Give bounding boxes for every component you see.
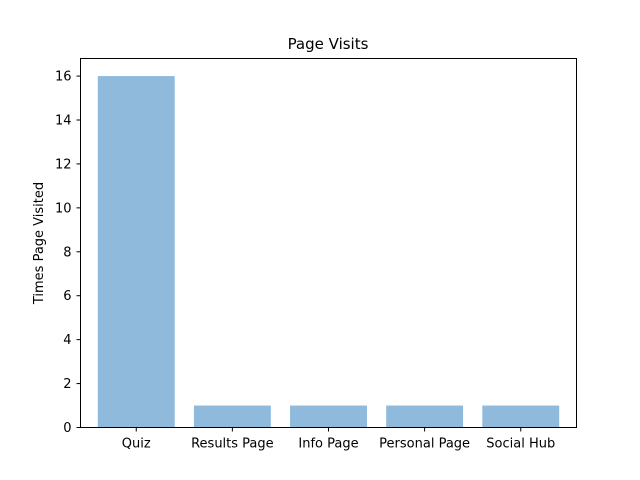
y-tick-label: 0 [63,421,71,436]
x-tick-label: Quiz [122,437,151,452]
chart-title: Page Visits [288,35,369,53]
y-axis-label: Times Page Visited [32,182,47,305]
bar-quiz [97,76,175,428]
y-tick-label: 16 [55,70,72,85]
y-tick-label: 4 [63,333,71,348]
y-tick-label: 6 [63,289,71,304]
y-axis: 0 2 4 6 8 10 12 14 16 [55,70,81,436]
x-tick-label: Social Hub [486,437,555,452]
bar-info-page [290,405,367,428]
x-tick-label: Personal Page [379,437,470,452]
y-tick-label: 8 [63,245,71,260]
y-tick-label: 2 [63,377,71,392]
bar-results-page [193,405,271,428]
x-axis: Quiz Results Page Info Page Personal Page So… [122,427,555,452]
y-tick-label: 14 [55,114,72,129]
bar-social-hub [482,405,560,428]
bars-layer [97,76,560,428]
y-tick-label: 12 [55,157,72,172]
y-tick-label: 10 [55,201,72,216]
x-tick-label: Results Page [191,437,274,452]
bar-personal-page [386,405,464,428]
plot-frame [80,58,577,428]
x-tick-label: Info Page [298,437,358,452]
